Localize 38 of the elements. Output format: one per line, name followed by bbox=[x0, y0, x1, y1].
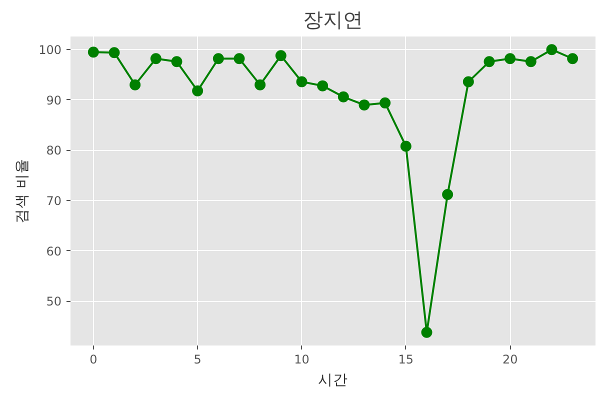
x-tick-label: 0 bbox=[90, 352, 98, 366]
y-tick-label: 70 bbox=[46, 194, 62, 208]
point bbox=[338, 91, 349, 102]
point bbox=[504, 53, 516, 64]
point bbox=[234, 53, 245, 64]
point bbox=[546, 44, 558, 56]
y-tick-label: 80 bbox=[46, 144, 62, 158]
point bbox=[380, 97, 391, 108]
point bbox=[108, 47, 120, 58]
y-tick-label: 100 bbox=[38, 43, 62, 58]
point bbox=[317, 80, 328, 92]
y-tick-label: 60 bbox=[46, 244, 62, 258]
point bbox=[296, 76, 308, 88]
y-tick-label: 50 bbox=[46, 294, 62, 309]
chart-title: 장지연 bbox=[303, 8, 363, 32]
point bbox=[484, 56, 495, 68]
x-tick-label: 15 bbox=[398, 352, 414, 366]
x-tick-label: 5 bbox=[194, 352, 202, 366]
point bbox=[421, 326, 432, 338]
point bbox=[130, 79, 141, 90]
point bbox=[150, 53, 162, 64]
point bbox=[567, 53, 578, 64]
point bbox=[400, 140, 412, 152]
y-tick-label: 90 bbox=[46, 93, 62, 108]
point bbox=[192, 85, 204, 96]
x-tick-label: 10 bbox=[294, 352, 310, 366]
point bbox=[358, 99, 370, 110]
point bbox=[171, 56, 182, 68]
point bbox=[525, 56, 536, 68]
point bbox=[442, 189, 454, 200]
y-axis-title: 검색 비율 bbox=[14, 158, 31, 224]
point bbox=[212, 53, 224, 64]
x-axis-title: 시간 bbox=[318, 372, 348, 388]
point bbox=[254, 79, 266, 90]
point bbox=[462, 76, 474, 88]
point bbox=[88, 46, 99, 58]
point bbox=[275, 50, 286, 62]
x-tick-label: 20 bbox=[502, 352, 518, 366]
